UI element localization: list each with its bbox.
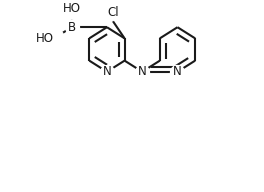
Text: HO: HO	[63, 2, 81, 15]
Text: N: N	[138, 65, 147, 78]
Text: N: N	[102, 65, 111, 78]
Text: B: B	[68, 21, 76, 34]
Text: Cl: Cl	[107, 6, 119, 19]
Text: N: N	[173, 65, 182, 78]
Text: HO: HO	[36, 32, 54, 45]
